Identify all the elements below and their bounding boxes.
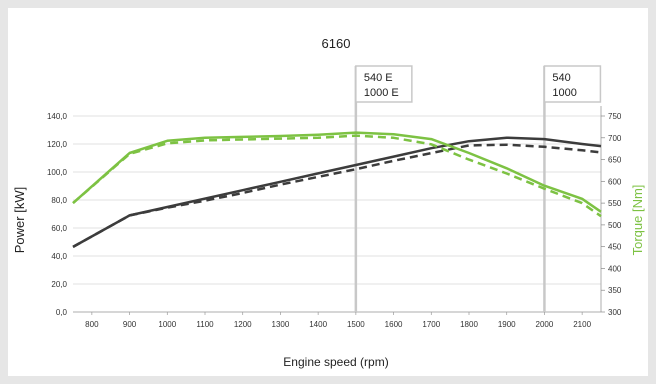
x-tick: 1100 <box>196 320 214 329</box>
y-tick-right: 550 <box>608 199 622 208</box>
rpm-marker-box <box>355 65 413 103</box>
torque-line-dashed <box>72 134 602 218</box>
power-line-dashed <box>72 143 602 248</box>
rpm-marker-label: 540 E <box>364 72 393 84</box>
x-tick: 1800 <box>460 320 478 329</box>
y-tick-left: 140,0 <box>47 112 68 121</box>
engine-performance-chart: 6160 540 E 1000 E 540 1000 0,0 20,0 40,0 60,0 8… <box>12 36 645 369</box>
chart-panel: 6160 540 E 1000 E 540 1000 0,0 20,0 40,0 60,0 8… <box>8 8 648 376</box>
torque-line-solid <box>72 131 602 213</box>
y-tick-left: 20,0 <box>51 280 67 289</box>
y-tick-left: 60,0 <box>51 224 67 233</box>
rpm-marker-label: 1000 E <box>364 87 399 99</box>
y-tick-right: 650 <box>608 156 622 165</box>
y-tick-left: 80,0 <box>51 196 67 205</box>
y-tick-left: 100,0 <box>47 168 68 177</box>
grid-lines <box>73 106 602 313</box>
x-tick: 1200 <box>234 320 252 329</box>
x-tick: 1700 <box>422 320 440 329</box>
y-tick-right: 750 <box>608 112 622 121</box>
x-tick: 800 <box>85 320 99 329</box>
y-tick-right: 700 <box>608 134 622 143</box>
x-tick: 1300 <box>272 320 290 329</box>
y-tick-left: 40,0 <box>51 252 67 261</box>
y-tick-right: 450 <box>608 243 622 252</box>
data-series <box>72 131 602 248</box>
y-axis-label-power: Power [kW] <box>12 187 27 253</box>
rpm-markers: 540 E 1000 E 540 1000 <box>354 65 602 312</box>
x-tick: 1600 <box>385 320 403 329</box>
y-axis-label-torque: Torque [Nm] <box>630 185 645 256</box>
power-line-solid <box>72 136 602 248</box>
rpm-marker-label: 540 <box>552 72 570 84</box>
chart-title: 6160 <box>322 36 351 51</box>
x-tick: 900 <box>123 320 137 329</box>
y-tick-right: 500 <box>608 221 622 230</box>
x-tick: 1900 <box>498 320 516 329</box>
x-axis-ticks: 800 900 1000 1100 1200 1300 1400 1500 1600 1700 18… <box>85 312 592 329</box>
rpm-marker-label: 1000 <box>552 87 576 99</box>
rpm-marker-box <box>543 65 602 103</box>
y-tick-right: 300 <box>608 308 622 317</box>
x-tick: 1000 <box>158 320 176 329</box>
right-axis-ticks: 300 350 400 450 500 550 600 650 700 750 <box>601 112 622 317</box>
y-tick-right: 350 <box>608 286 622 295</box>
x-tick: 2100 <box>573 320 591 329</box>
y-tick-left: 0,0 <box>56 308 68 317</box>
x-tick: 1400 <box>309 320 327 329</box>
y-tick-right: 400 <box>608 264 622 273</box>
x-axis-label: Engine speed (rpm) <box>283 355 388 369</box>
left-axis-ticks: 0,0 20,0 40,0 60,0 80,0 100,0 120,0 140,0 <box>47 112 68 317</box>
x-tick: 1500 <box>347 320 365 329</box>
x-tick: 2000 <box>536 320 554 329</box>
y-tick-right: 600 <box>608 177 622 186</box>
y-tick-left: 120,0 <box>47 140 68 149</box>
